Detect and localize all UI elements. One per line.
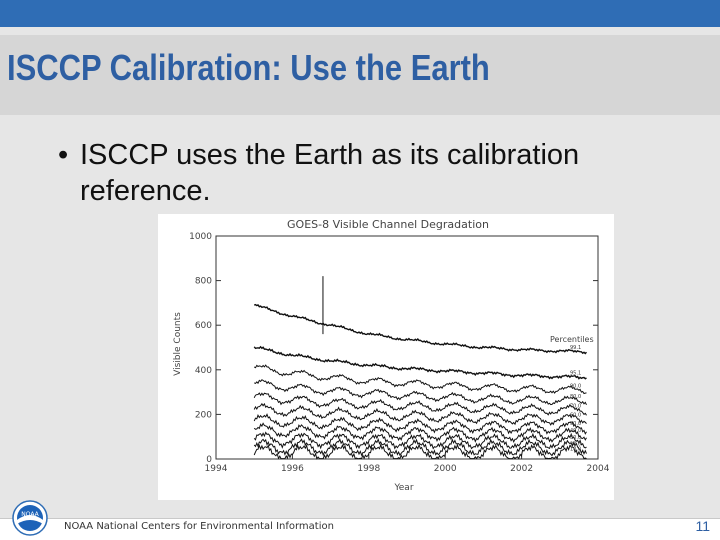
y-tick-label: 400	[195, 366, 212, 376]
series-line-30-0	[253, 431, 587, 450]
series-line-60-0	[253, 402, 587, 426]
series-line-70-0	[253, 392, 587, 416]
x-tick-label: 1996	[281, 464, 304, 474]
chart-title: GOES-8 Visible Channel Degradation	[287, 218, 489, 231]
series-line-90-0	[253, 364, 587, 395]
x-axis-label: Year	[393, 483, 413, 493]
series-label: 80.0	[570, 394, 581, 400]
y-axis-label: Visible Counts	[173, 312, 183, 376]
plot-area: 1994 1996 1998 2000 2002 2004 0 200 400 600 800 100…	[189, 232, 610, 474]
top-accent-bar	[0, 0, 720, 27]
series-label: 30.0	[570, 435, 581, 441]
title-band	[0, 35, 720, 115]
bullet-text: ISCCP uses the Earth as its calibration …	[80, 139, 580, 207]
series-line-95-1	[253, 345, 587, 380]
series-line-10-0	[253, 443, 587, 460]
series-label: 40.0	[570, 428, 581, 434]
series-line-99-1	[253, 303, 588, 355]
x-tick-label: 2000	[434, 464, 457, 474]
noaa-logo: NOAA	[12, 500, 48, 536]
series-line-20-0	[253, 437, 587, 457]
y-tick-label: 600	[195, 321, 212, 331]
series-line-80-0	[253, 379, 587, 406]
series-line-40-0	[253, 422, 587, 443]
logo-text: NOAA	[21, 511, 39, 518]
bullet-dot: •	[58, 139, 69, 171]
series-label: 50.0	[570, 421, 581, 427]
x-tick-label: 2002	[510, 464, 533, 474]
degradation-chart: GOES-8 Visible Channel Degradation Visib…	[173, 218, 610, 493]
plot-border	[215, 235, 599, 460]
series-label: 70.0	[570, 403, 581, 409]
series-label: 95.1	[570, 371, 581, 377]
y-tick-label: 0	[206, 455, 212, 465]
footer-divider	[0, 518, 720, 519]
bullet-item: • ISCCP uses the Earth as its calibratio…	[58, 137, 678, 209]
series-label: 99.1	[570, 345, 581, 351]
series-label: 90.0	[570, 383, 581, 389]
chart-frame: GOES-8 Visible Channel Degradation Visib…	[158, 214, 614, 500]
series-label: 60.0	[570, 413, 581, 419]
footer-bar	[0, 519, 720, 540]
y-tick-label: 800	[195, 277, 212, 287]
y-tick-label: 1000	[189, 232, 212, 242]
x-tick-label: 2004	[587, 464, 610, 474]
page-number: 11	[695, 518, 710, 534]
series-line-50-0	[253, 413, 587, 435]
legend-title: Percentiles	[550, 335, 594, 344]
slide-title: ISCCP Calibration: Use the Earth	[7, 47, 490, 88]
y-tick-label: 200	[195, 410, 212, 420]
x-tick-label: 1994	[205, 464, 228, 474]
x-tick-label: 1998	[357, 464, 380, 474]
series-label: 20.0	[570, 441, 581, 447]
footer-org-text: NOAA National Centers for Environmental …	[64, 521, 334, 532]
series-label: 10.0	[570, 446, 581, 452]
